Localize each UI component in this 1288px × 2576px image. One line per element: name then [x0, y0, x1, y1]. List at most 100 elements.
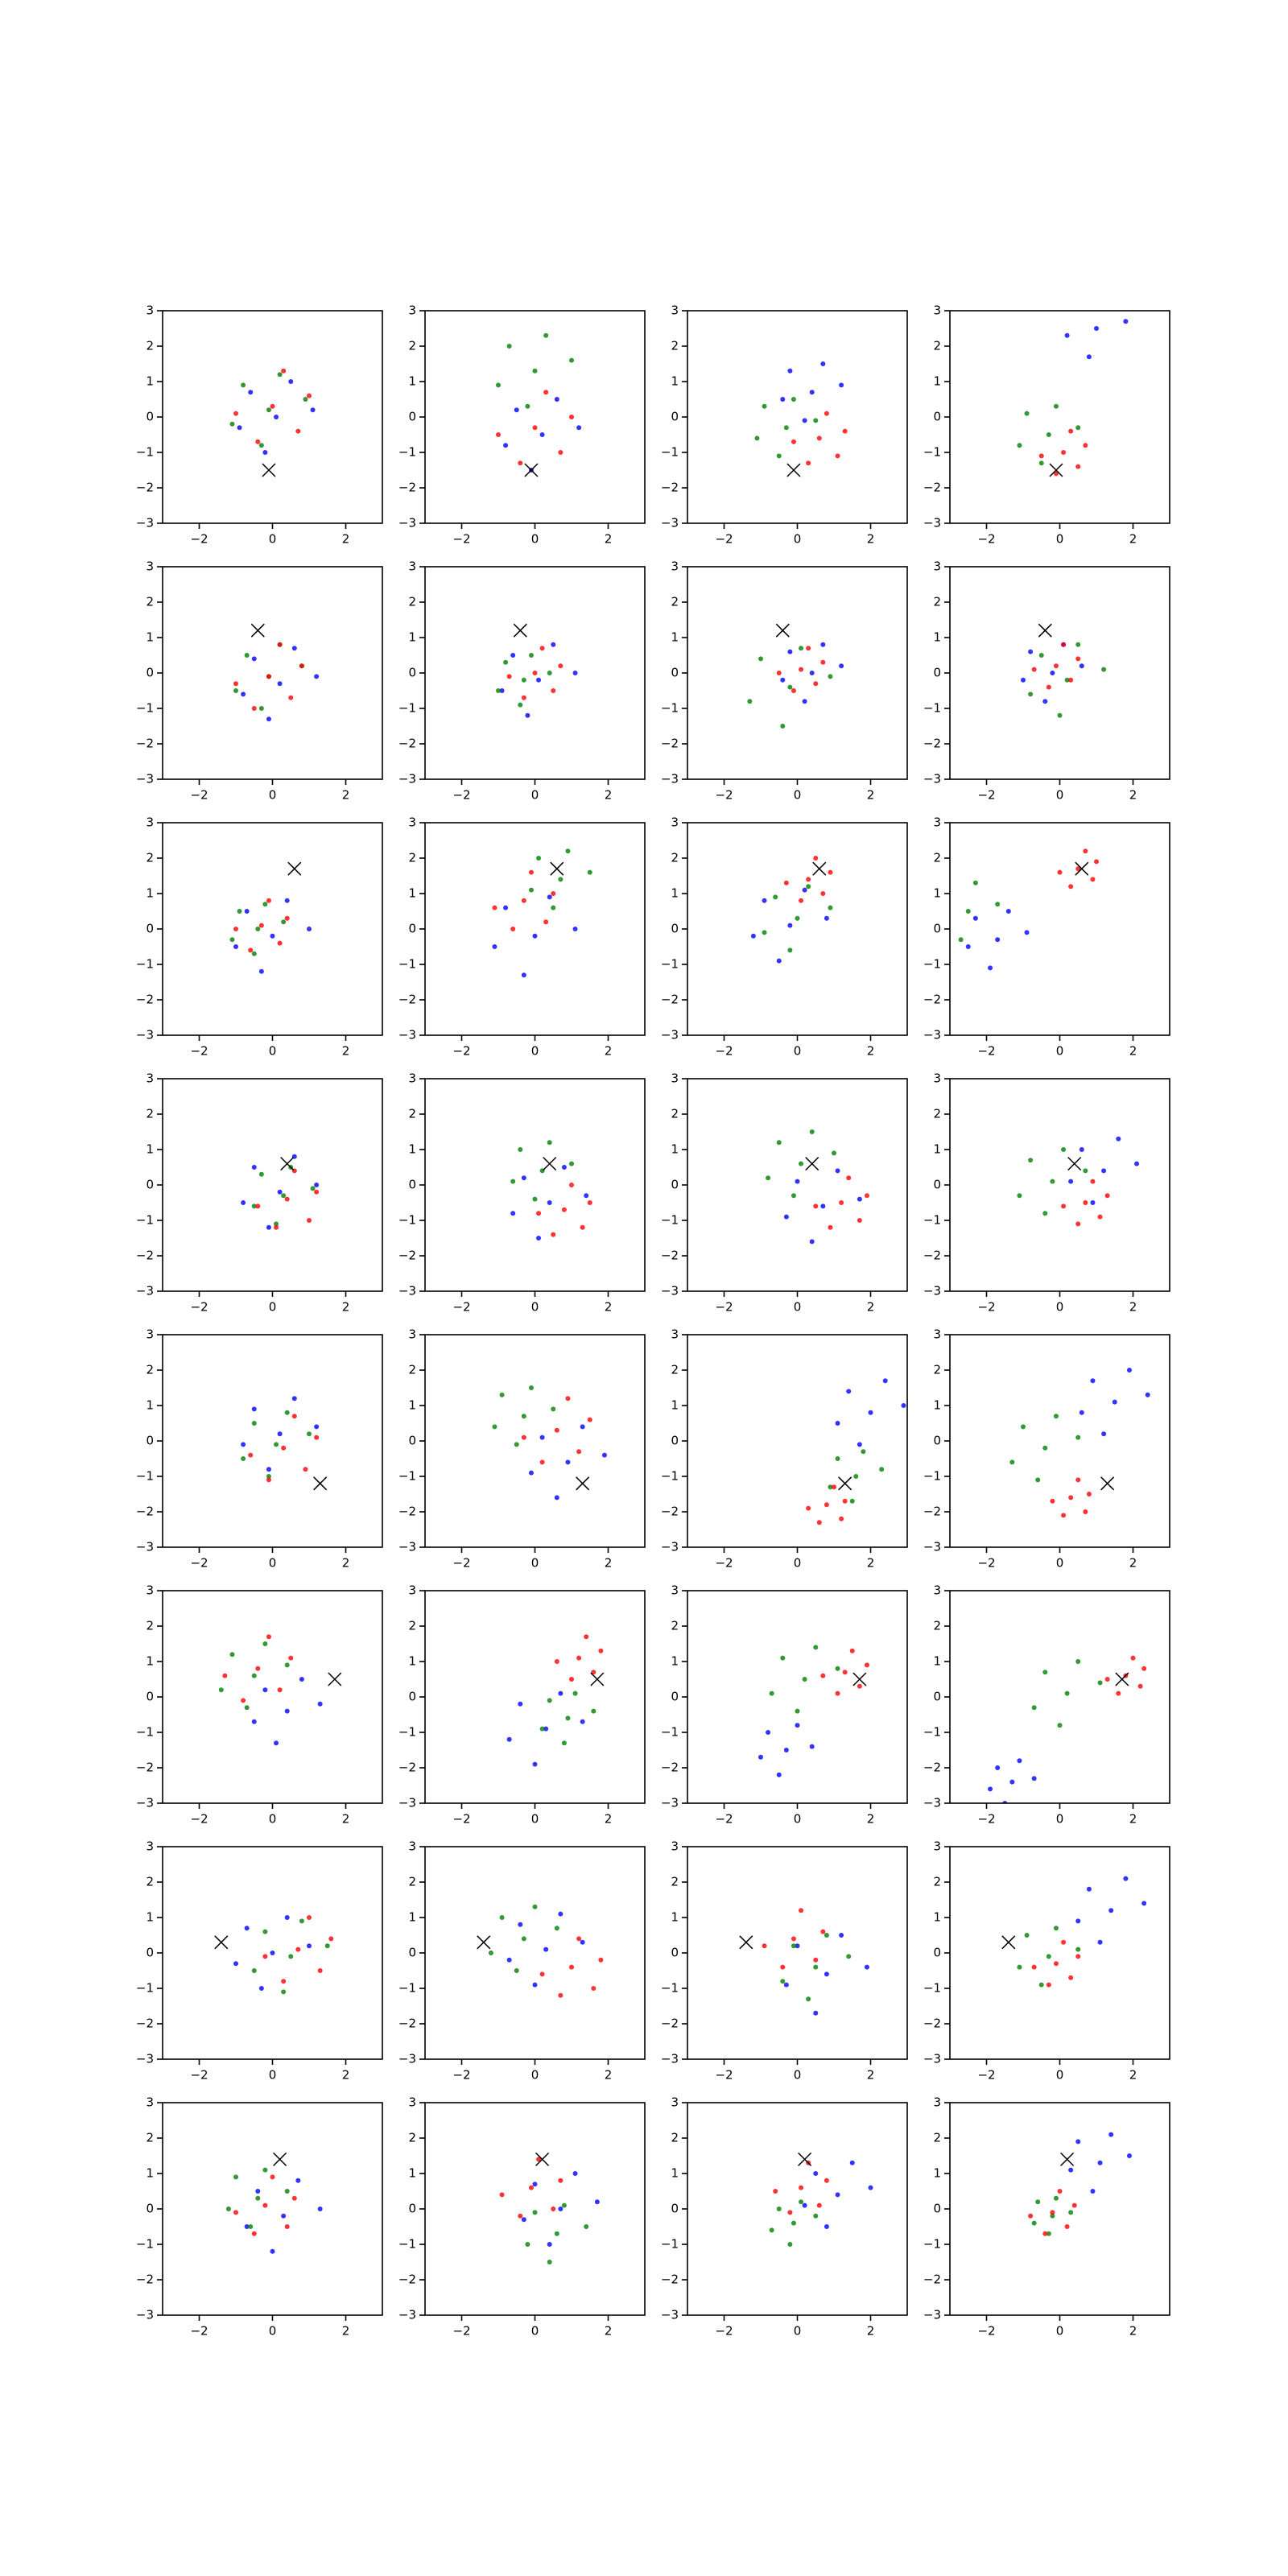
y-tick-label: −3 — [661, 1796, 679, 1810]
point — [295, 428, 301, 434]
x-marker — [262, 463, 276, 477]
y-tick-label: 0 — [671, 922, 679, 936]
x-tick-label: 0 — [794, 1300, 802, 1315]
point — [492, 905, 497, 910]
x-tick-label: 2 — [342, 532, 350, 547]
point — [251, 1673, 257, 1678]
y-tick-label: −1 — [923, 957, 941, 972]
y-tick-label: 2 — [933, 1619, 941, 1633]
point — [547, 894, 552, 900]
panel: −2 0 2 −3 −2 −1 0 1 2 3 — [398, 1327, 646, 1571]
y-tick-label: 0 — [408, 1434, 416, 1448]
point — [1050, 1498, 1055, 1504]
point — [773, 2189, 778, 2194]
point — [754, 436, 760, 441]
y-tick-label: 2 — [146, 2131, 154, 2145]
x-tick-label: 2 — [1129, 2324, 1137, 2339]
point — [299, 663, 304, 669]
point — [506, 1736, 512, 1742]
point — [839, 382, 844, 388]
point — [528, 653, 534, 658]
x-tick-label: 2 — [1129, 1044, 1137, 1059]
x-tick-label: −2 — [190, 1812, 208, 1827]
x-tick-label: 2 — [342, 1812, 350, 1827]
point — [314, 674, 320, 679]
y-tick-label: 0 — [408, 1178, 416, 1192]
point — [802, 699, 807, 704]
point — [1017, 1964, 1022, 1970]
point — [1046, 1954, 1051, 1959]
y-tick-label: −1 — [398, 1213, 416, 1228]
x-tick-label: −2 — [977, 2068, 995, 2083]
point — [307, 1218, 312, 1223]
y-tick-label: −3 — [661, 2308, 679, 2322]
point — [835, 1456, 840, 1461]
panel: −2 0 2 −3 −2 −1 0 1 2 3 — [923, 303, 1170, 547]
point — [561, 2202, 567, 2208]
x-marker — [524, 463, 539, 477]
y-tick-label: −1 — [136, 445, 154, 460]
y-tick-label: −1 — [661, 957, 679, 972]
y-tick-label: 2 — [408, 1363, 416, 1377]
point — [758, 1754, 763, 1760]
point — [1097, 1680, 1103, 1686]
axes-frame — [949, 1334, 1170, 1548]
point — [584, 1634, 589, 1640]
point — [307, 1943, 312, 1949]
x-tick-label: 2 — [1129, 532, 1137, 547]
point — [506, 674, 512, 679]
point — [1097, 1214, 1103, 1220]
point — [266, 1477, 271, 1483]
point — [1108, 2132, 1114, 2137]
point — [510, 653, 516, 658]
point — [248, 390, 254, 395]
y-tick-label: 0 — [933, 922, 941, 936]
point — [795, 1708, 800, 1714]
point — [539, 1726, 545, 1732]
x-tick-label: 0 — [269, 1556, 277, 1571]
point — [551, 2207, 556, 2211]
x-tick-label: −2 — [190, 788, 208, 803]
y-tick-label: 1 — [408, 1142, 416, 1157]
point — [787, 368, 793, 374]
x-marker — [287, 861, 302, 876]
point — [1075, 2139, 1081, 2145]
x-marker — [550, 861, 564, 876]
point — [1126, 2153, 1132, 2158]
y-tick-label: −3 — [923, 516, 941, 530]
point — [307, 1431, 312, 1437]
x-tick-label: 0 — [794, 2068, 802, 2083]
point — [835, 453, 840, 459]
point — [1094, 326, 1099, 331]
point — [1053, 1926, 1059, 1931]
x-marker — [313, 1476, 328, 1491]
axes-frame — [687, 1590, 908, 1804]
point — [284, 915, 290, 921]
point — [1075, 1659, 1081, 1664]
point — [255, 1666, 261, 1671]
point — [1068, 1179, 1074, 1184]
point — [569, 1964, 574, 1970]
y-tick-label: 0 — [671, 1690, 679, 1704]
y-tick-label: −2 — [923, 2273, 941, 2287]
panel: −2 0 2 −3 −2 −1 0 1 2 3 — [923, 1839, 1170, 2083]
x-tick-label: 0 — [269, 532, 277, 547]
point — [839, 1933, 844, 1938]
x-tick-label: 0 — [531, 2324, 539, 2339]
y-tick-label: 2 — [671, 1107, 679, 1121]
point — [780, 724, 786, 729]
x-marker — [852, 1672, 867, 1686]
y-tick-label: −1 — [923, 701, 941, 716]
y-tick-label: 3 — [146, 303, 154, 318]
x-tick-label: 2 — [867, 1044, 875, 1059]
y-tick-label: 1 — [408, 1910, 416, 1925]
point — [262, 1954, 268, 1959]
panel: −2 0 2 −3 −2 −1 0 1 2 3 — [661, 2095, 908, 2339]
y-tick-label: 0 — [408, 666, 416, 680]
y-tick-label: 3 — [671, 2095, 679, 2110]
y-tick-label: 0 — [671, 1434, 679, 1448]
point — [528, 869, 534, 875]
y-tick-label: 3 — [408, 1071, 416, 1086]
axes-frame — [949, 310, 1170, 524]
panel: −2 0 2 −3 −2 −1 0 1 2 3 — [136, 1583, 383, 1827]
